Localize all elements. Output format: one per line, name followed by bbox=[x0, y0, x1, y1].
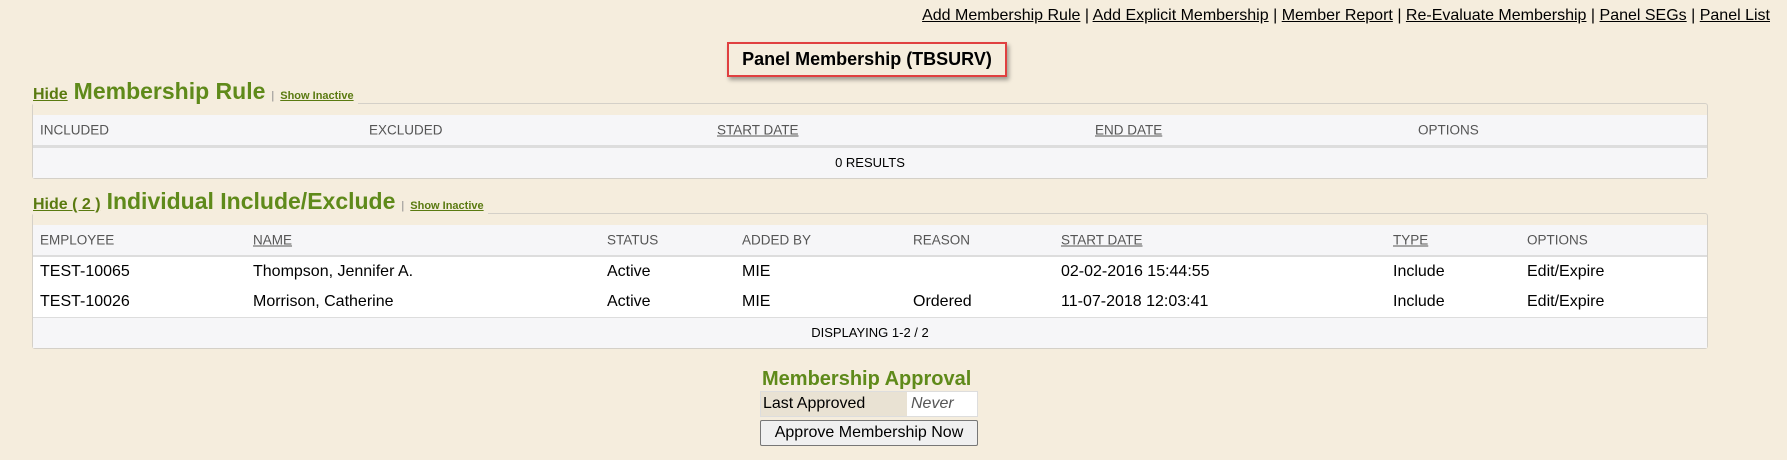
membership-rule-section: Hide Membership Rule | Show Inactive INC… bbox=[32, 78, 1708, 179]
col-name[interactable]: NAME bbox=[253, 232, 293, 248]
employee: TEST-10026 bbox=[40, 293, 130, 310]
added-by: MIE bbox=[742, 263, 771, 280]
approve-membership-button[interactable]: Approve Membership Now bbox=[760, 420, 978, 446]
sep: | bbox=[271, 90, 275, 102]
show-inactive-link[interactable]: Show Inactive bbox=[410, 200, 484, 212]
hide-individual-link[interactable]: Hide ( 2 ) bbox=[33, 196, 101, 213]
col-end-date[interactable]: END DATE bbox=[1095, 122, 1163, 138]
results-count: 0 RESULTS bbox=[33, 147, 1707, 178]
table-header: INCLUDED EXCLUDED START DATE END DATE OP… bbox=[33, 115, 1707, 147]
sep: | bbox=[1273, 7, 1278, 24]
status: Active bbox=[607, 263, 651, 280]
name: Thompson, Jennifer A. bbox=[253, 263, 414, 280]
top-links: Add Membership Rule | Add Explicit Membe… bbox=[922, 7, 1770, 25]
col-reason: REASON bbox=[913, 232, 971, 248]
pagination-info: DISPLAYING 1-2 / 2 bbox=[33, 317, 1707, 348]
edit-expire-link[interactable]: Edit/Expire bbox=[1527, 263, 1605, 280]
sep: | bbox=[1397, 7, 1402, 24]
employee: TEST-10065 bbox=[40, 263, 130, 280]
col-included: INCLUDED bbox=[40, 122, 110, 138]
sep: | bbox=[1590, 7, 1596, 24]
start-date: 11-07-2018 12:03:41 bbox=[1061, 293, 1209, 310]
type: Include bbox=[1393, 293, 1445, 310]
added-by: MIE bbox=[742, 293, 771, 310]
panel-segs-link[interactable]: Panel SEGs bbox=[1599, 7, 1687, 24]
add-membership-rule-link[interactable]: Add Membership Rule bbox=[922, 7, 1081, 24]
last-approved-label: Last Approved bbox=[761, 392, 907, 416]
membership-approval: Membership Approval Last Approved Never … bbox=[760, 368, 978, 446]
col-status: STATUS bbox=[607, 232, 659, 248]
col-options: OPTIONS bbox=[1527, 232, 1588, 248]
section-title: Individual Include/Exclude bbox=[106, 188, 396, 214]
table-row: TEST-10026 Morrison, Catherine Active MI… bbox=[33, 287, 1707, 317]
last-approved-row: Last Approved Never bbox=[760, 391, 978, 417]
sep: | bbox=[401, 200, 405, 212]
hide-rule-link[interactable]: Hide bbox=[33, 86, 68, 103]
panel-list-link[interactable]: Panel List bbox=[1699, 7, 1770, 24]
approval-title: Membership Approval bbox=[762, 368, 972, 390]
show-inactive-link[interactable]: Show Inactive bbox=[280, 90, 354, 102]
reason: Ordered bbox=[913, 293, 972, 310]
col-start-date[interactable]: START DATE bbox=[1061, 232, 1143, 248]
status: Active bbox=[607, 293, 651, 310]
start-date: 02-02-2016 15:44:55 bbox=[1061, 263, 1210, 280]
member-report-link[interactable]: Member Report bbox=[1281, 7, 1393, 24]
table-header: EMPLOYEE NAME STATUS ADDED BY REASON STA… bbox=[33, 225, 1707, 257]
page-title: Panel Membership (TBSURV) bbox=[727, 42, 1007, 77]
col-excluded: EXCLUDED bbox=[369, 122, 443, 138]
table-row: TEST-10065 Thompson, Jennifer A. Active … bbox=[33, 257, 1707, 287]
section-title: Membership Rule bbox=[73, 78, 266, 104]
col-type[interactable]: TYPE bbox=[1393, 232, 1429, 248]
col-options: OPTIONS bbox=[1418, 122, 1479, 138]
edit-expire-link[interactable]: Edit/Expire bbox=[1527, 293, 1605, 310]
re-evaluate-membership-link[interactable]: Re-Evaluate Membership bbox=[1405, 7, 1587, 24]
col-added-by: ADDED BY bbox=[742, 232, 812, 248]
sep: | bbox=[1691, 7, 1696, 24]
col-employee: EMPLOYEE bbox=[40, 232, 115, 248]
individual-section: Hide ( 2 ) Individual Include/Exclude | … bbox=[32, 188, 1708, 349]
sep: | bbox=[1084, 7, 1089, 24]
name: Morrison, Catherine bbox=[253, 293, 394, 310]
add-explicit-membership-link[interactable]: Add Explicit Membership bbox=[1092, 7, 1269, 24]
last-approved-value: Never bbox=[907, 392, 977, 416]
col-start-date[interactable]: START DATE bbox=[717, 122, 799, 138]
type: Include bbox=[1393, 263, 1445, 280]
